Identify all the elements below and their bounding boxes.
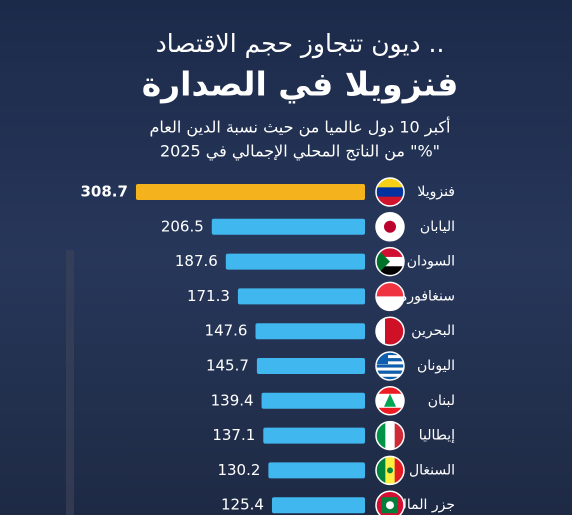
flag-part xyxy=(386,501,394,510)
flag-part xyxy=(394,421,404,450)
flag-part xyxy=(376,355,404,359)
flag-border xyxy=(375,281,405,312)
flag-part xyxy=(376,421,386,450)
bar xyxy=(261,392,365,409)
chart-subtitle: أكبر 10 دول عالميا من حيث نسبة الدين الع… xyxy=(150,117,451,138)
flag-part xyxy=(394,456,404,485)
category-label: إيطاليا xyxy=(419,428,455,444)
value-label: 137.1 xyxy=(212,426,255,444)
value-label: 147.6 xyxy=(205,322,248,340)
flag-part xyxy=(376,266,404,276)
flag xyxy=(376,352,404,380)
flag-part xyxy=(387,467,393,474)
value-label: 171.3 xyxy=(187,287,230,305)
category-label: السودان xyxy=(407,254,455,270)
category-label: فنزويلا xyxy=(417,184,455,200)
flag-part xyxy=(376,187,404,198)
flag-part xyxy=(376,282,404,297)
flag xyxy=(376,456,404,485)
bar xyxy=(225,253,365,270)
flag-part xyxy=(385,421,396,450)
flag-part xyxy=(376,386,404,395)
flag-part xyxy=(376,196,404,206)
value-label: 125.4 xyxy=(221,496,264,514)
flag-border xyxy=(375,455,405,486)
chart-subtitle: من الناتج المحلي الإجمالي في 2025 "%" xyxy=(160,142,440,162)
bar xyxy=(255,323,365,340)
flag xyxy=(376,282,404,311)
value-label: 130.2 xyxy=(217,461,260,479)
value-label: 206.5 xyxy=(161,217,204,235)
bar xyxy=(263,427,365,444)
bar xyxy=(135,184,365,200)
category-label: لبنان xyxy=(428,393,455,409)
flag-part xyxy=(376,178,404,188)
flag-part xyxy=(384,220,396,233)
category-label: السنغال xyxy=(409,462,455,478)
flag xyxy=(376,421,404,450)
bar xyxy=(211,218,365,235)
flag-part xyxy=(376,376,404,380)
flag-border xyxy=(375,386,405,416)
flag-part xyxy=(376,296,404,311)
flag-part xyxy=(376,370,404,374)
flag-border xyxy=(375,177,405,207)
value-label: 139.4 xyxy=(211,391,254,409)
flag-part xyxy=(376,367,404,371)
flag-part xyxy=(376,247,404,258)
flag-part xyxy=(376,256,404,267)
flag xyxy=(376,178,404,206)
flag xyxy=(376,212,404,241)
flag xyxy=(376,317,404,346)
bar xyxy=(237,288,365,305)
flag-border xyxy=(375,316,405,346)
bar xyxy=(271,497,365,514)
chart-title: ديون تتجاوز حجم الاقتصاد .. xyxy=(156,29,445,59)
flag-border xyxy=(375,246,405,277)
flag xyxy=(376,386,404,415)
bar xyxy=(268,462,365,479)
flag xyxy=(376,247,404,276)
flag-part xyxy=(376,373,404,377)
flag-part xyxy=(376,317,385,346)
value-label: 187.6 xyxy=(175,252,218,270)
flag-part xyxy=(376,364,404,368)
flag xyxy=(376,491,404,515)
flag-pole xyxy=(66,250,74,515)
flag-part xyxy=(384,393,396,407)
flag-part xyxy=(376,407,404,415)
flag-border xyxy=(375,351,405,381)
chart-headline: فنزويلا في الصدارة xyxy=(142,65,459,105)
category-label: اليونان xyxy=(417,358,455,374)
flag-border xyxy=(375,420,405,451)
flag-part xyxy=(376,361,404,365)
flag-part xyxy=(376,456,386,485)
flag-part xyxy=(376,247,390,276)
category-label: البحرين xyxy=(411,323,455,339)
category-label: سنغافورة xyxy=(400,288,455,304)
flag-part xyxy=(376,352,404,356)
value-label: 145.7 xyxy=(206,357,249,375)
bar xyxy=(256,358,365,374)
flag-border xyxy=(375,490,405,515)
category-label: اليابان xyxy=(420,219,455,235)
value-label: 308.7 xyxy=(81,183,128,201)
flag-part xyxy=(376,358,404,362)
flag-border xyxy=(375,212,405,242)
